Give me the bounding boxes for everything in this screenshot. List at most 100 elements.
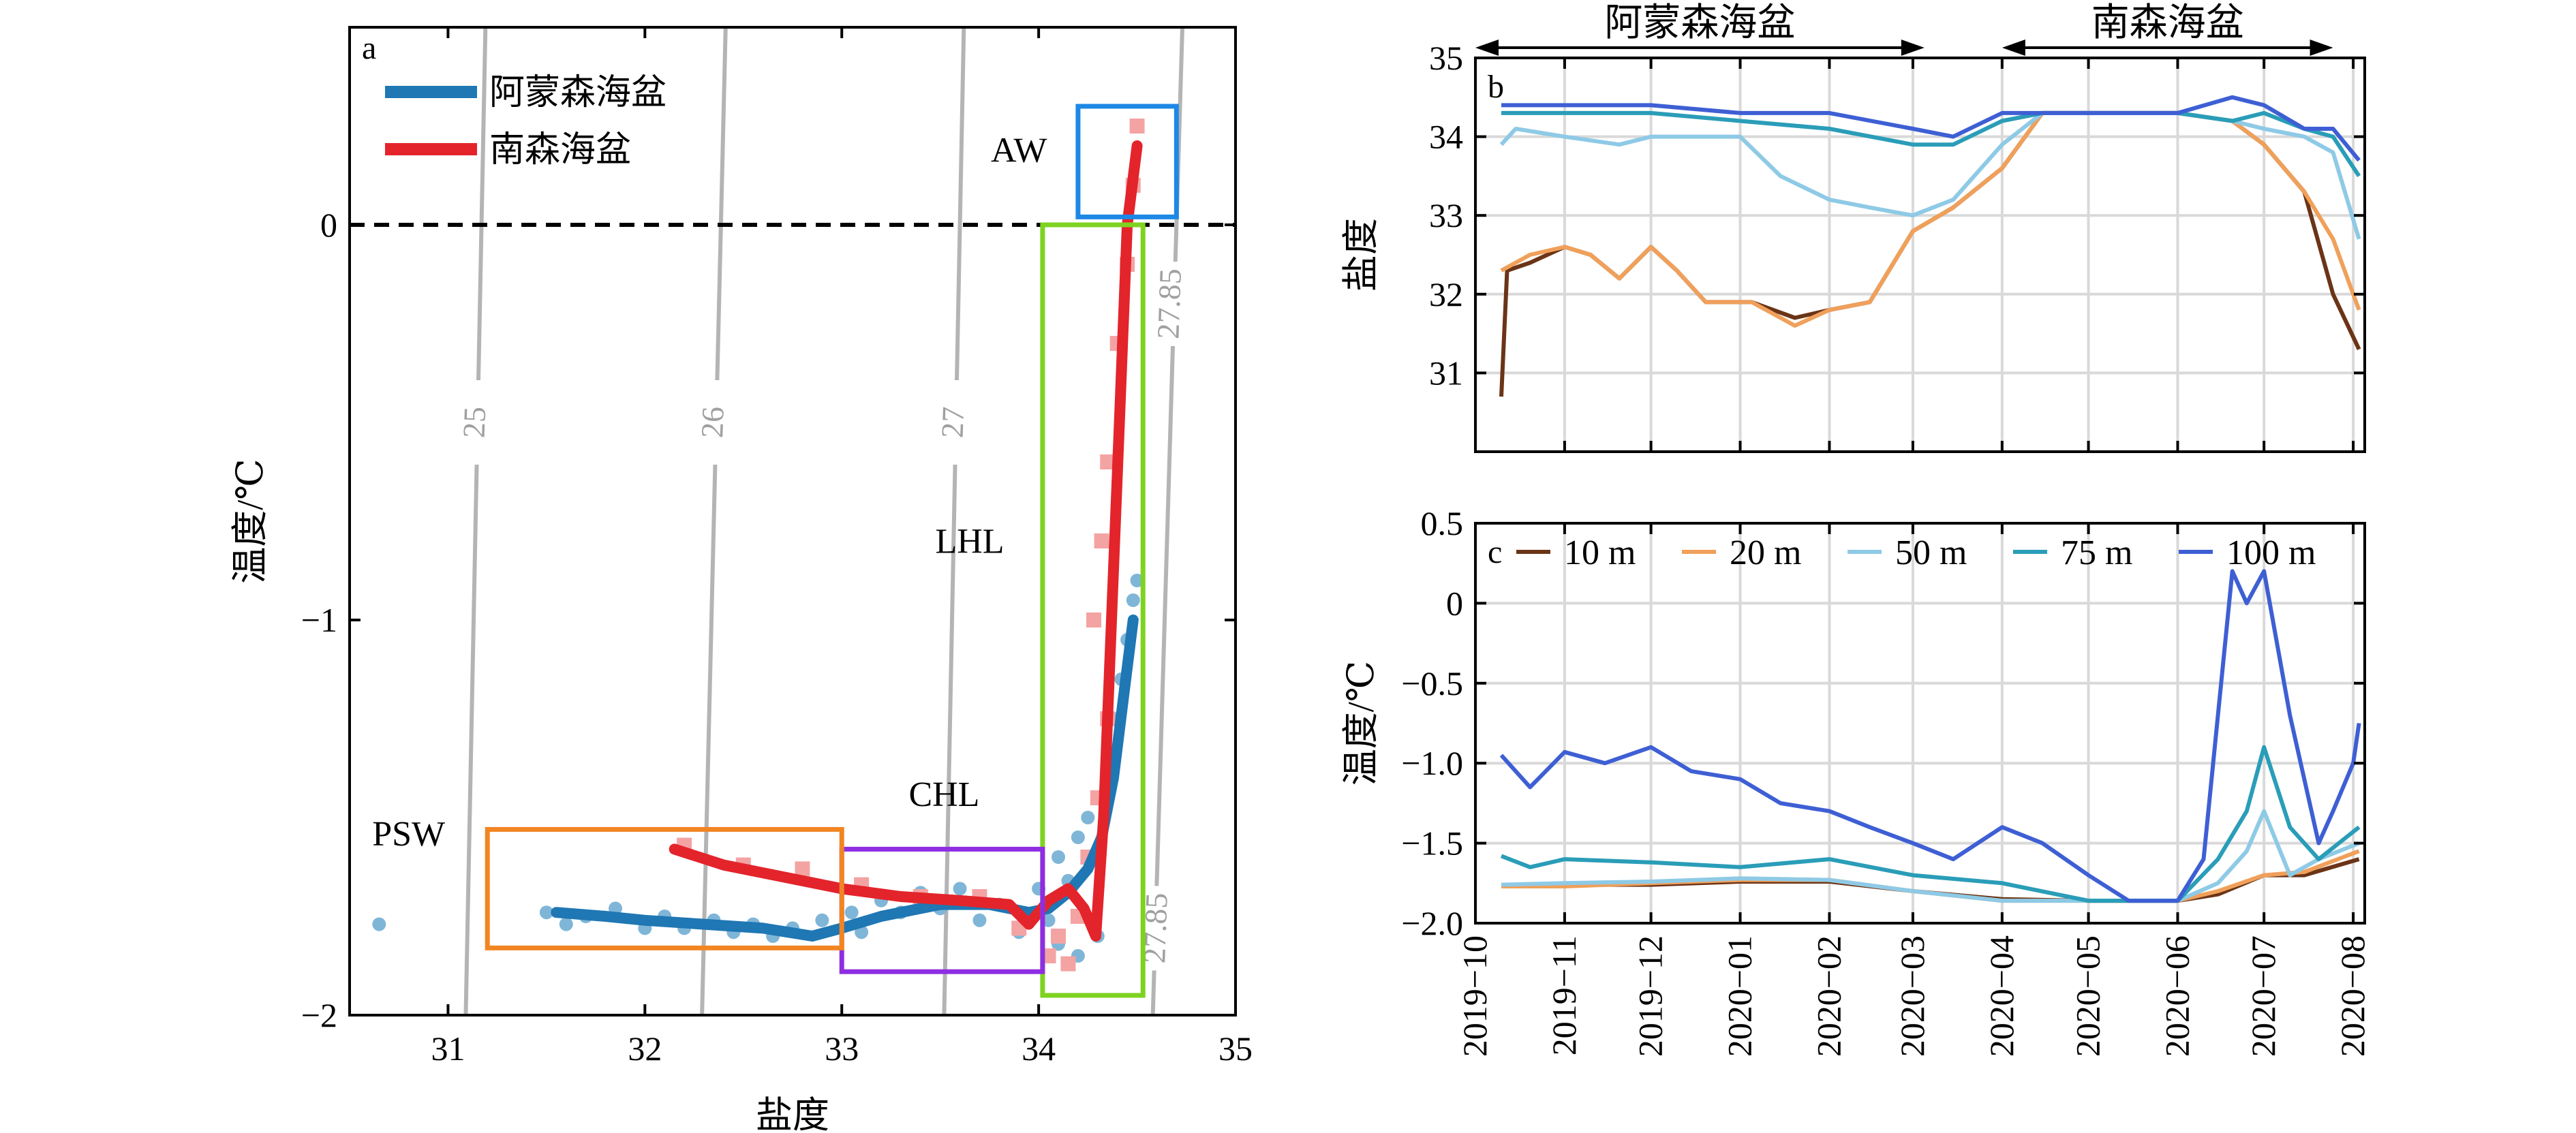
basin-arrow-head: [1901, 40, 1925, 56]
scatter-point: [953, 882, 967, 896]
x-tick-label: 2020−05: [2069, 935, 2107, 1057]
contour-label-bg: [1141, 886, 1177, 971]
scatter-point: [1051, 929, 1066, 944]
y-tick-label: 35: [1429, 39, 1463, 77]
scatter-point: [844, 905, 859, 920]
scatter-point: [1052, 850, 1065, 864]
axes-frame: [348, 26, 1237, 1016]
series-line: [1500, 745, 2361, 903]
basin-label: 阿蒙森海盆: [1604, 2, 1795, 44]
x-tick-label: 2020−02: [1809, 935, 1847, 1057]
panel-b-salinity-timeseries: 31 32 33 34 35 盐度 b 阿蒙森海盆 南森海盆: [1340, 2, 2366, 453]
y-tick-label: −2.0: [1401, 904, 1463, 942]
scatter-point: [1081, 811, 1095, 824]
contour-label-bg: [938, 380, 974, 465]
contour-label-bg: [1154, 262, 1191, 346]
density-contour-label: 27: [935, 406, 971, 439]
water-mass-box: [1075, 104, 1179, 219]
legend-label: 100 m: [2226, 533, 2316, 572]
basin-arrow-head: [2310, 40, 2333, 56]
contour-label-bg: [459, 380, 495, 465]
legend-label: 50 m: [1895, 533, 1967, 572]
water-mass-label: PSW: [372, 815, 445, 854]
y-tick-label: 0: [1446, 584, 1463, 622]
scatter-point: [1041, 913, 1056, 927]
water-mass-box: [485, 826, 844, 950]
basin-arrow-head: [2002, 40, 2025, 56]
x-tick-label: 2020−06: [2158, 935, 2196, 1057]
x-tick-label: 34: [1022, 1029, 1056, 1068]
x-tick-label: 2020−04: [1982, 935, 2021, 1057]
x-tick-label: 35: [1218, 1029, 1253, 1068]
water-mass-label: AW: [991, 131, 1047, 170]
panel-letter: b: [1488, 69, 1504, 105]
series-line: [1501, 110, 2361, 178]
scatter-point: [1060, 956, 1076, 972]
legend-label: 10 m: [1564, 533, 1636, 572]
basin-label: 南森海盆: [2091, 2, 2244, 44]
x-tick-label: 31: [431, 1029, 465, 1068]
y-tick-label: 34: [1429, 118, 1463, 156]
basin-arrow-head: [1475, 40, 1499, 56]
y-tick-label: −2: [301, 996, 337, 1034]
x-tick-label: 2019−11: [1545, 935, 1583, 1055]
panel-letter: a: [362, 30, 376, 66]
y-axis-label: 盐度: [1340, 218, 1381, 292]
x-tick-label: 2020−07: [2244, 935, 2282, 1057]
series-line: [1501, 95, 2361, 162]
y-tick-label: −0.5: [1401, 664, 1463, 702]
density-contour-label: 25: [457, 406, 493, 439]
scatter-point: [1086, 612, 1101, 627]
scatter-point: [815, 913, 829, 927]
x-tick-label: 32: [628, 1029, 662, 1068]
y-tick-label: 0.5: [1421, 504, 1464, 542]
series-line: [1499, 569, 2361, 903]
y-tick-label: −1: [301, 601, 337, 639]
scatter-point: [972, 913, 987, 927]
legend-label: 南森海盆: [489, 131, 631, 170]
x-tick-label: 2020−01: [1721, 935, 1759, 1057]
x-tick-label: 33: [825, 1029, 859, 1068]
axes-frame: [1474, 57, 2366, 453]
scatter-point: [372, 917, 386, 931]
x-axis-label: 盐度: [756, 1095, 829, 1133]
series-line: [1500, 110, 2361, 328]
y-tick-label: 31: [1429, 354, 1463, 392]
scatter-point: [795, 861, 810, 877]
x-tick-label: 2019−12: [1631, 935, 1670, 1057]
y-axis-label: 温度/℃: [1340, 661, 1381, 786]
series-line: [1499, 110, 2361, 397]
density-contour-label: 27.85: [1150, 268, 1188, 339]
series-line: [1499, 110, 2361, 240]
axes-frame: [1474, 522, 2366, 925]
y-axis-label: 温度/℃: [230, 459, 271, 583]
x-tick-label: 2020−03: [1893, 935, 1931, 1057]
y-tick-label: −1.5: [1401, 824, 1463, 863]
panel-letter: c: [1488, 534, 1502, 570]
series-line: [669, 140, 1143, 942]
scatter-point: [1129, 119, 1145, 134]
contour-label-bg: [698, 380, 734, 465]
density-contour-label: 26: [694, 406, 731, 439]
legend-label: 20 m: [1730, 533, 1801, 572]
scatter-point: [559, 917, 573, 931]
water-mass-label: LHL: [935, 523, 1004, 561]
water-mass-label: CHL: [908, 775, 979, 814]
panel-c-temperature-timeseries: 2019−10 2019−11 2019−12 2020−01 2020−02 2020−…: [1340, 504, 2372, 1057]
x-tick-label: 2020−08: [2333, 935, 2372, 1057]
x-tick-label: 2019−10: [1456, 935, 1494, 1057]
y-tick-label: 0: [320, 206, 337, 244]
y-tick-label: 33: [1429, 196, 1463, 234]
legend-label: 阿蒙森海盆: [489, 74, 666, 112]
density-contour-line: [700, 27, 728, 1016]
scatter-point: [1130, 574, 1144, 587]
scatter-point: [1071, 831, 1085, 844]
scatter-point: [539, 905, 553, 920]
water-mass-box: [1040, 222, 1146, 998]
density-contour-line: [463, 27, 488, 1016]
y-tick-label: 32: [1429, 275, 1463, 313]
density-contour-line: [942, 27, 966, 1016]
scatter-point: [1100, 454, 1116, 469]
